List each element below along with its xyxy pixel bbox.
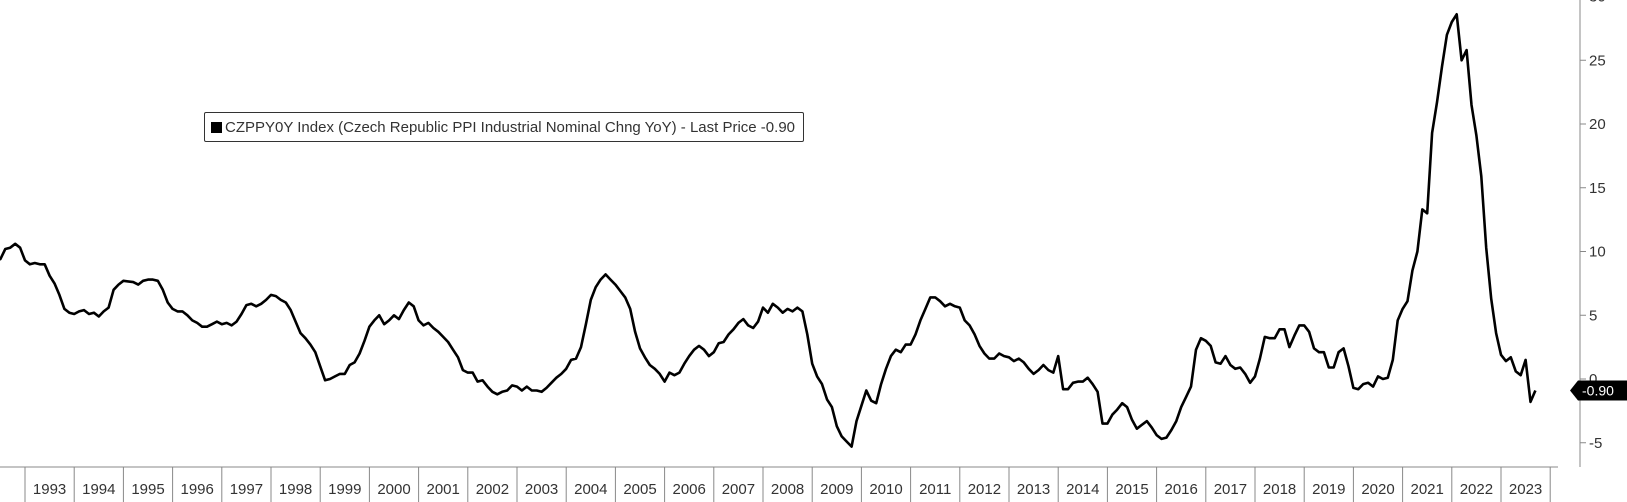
x-tick-label: 1998 (279, 481, 312, 498)
x-tick-label: 1999 (328, 481, 361, 498)
last-price-arrow (1570, 380, 1627, 401)
x-tick-label: 2010 (869, 481, 902, 498)
x-tick-label: 1996 (181, 481, 214, 498)
y-tick-label: 15 (1589, 180, 1606, 197)
x-tick-label: 2002 (476, 481, 509, 498)
y-tick-label: 20 (1589, 116, 1606, 133)
x-tick-label: 2013 (1017, 481, 1050, 498)
last-price-marker: -0.90 (1570, 380, 1627, 401)
y-tick-label: 30 (1589, 0, 1606, 6)
x-tick-label: 1994 (82, 481, 115, 498)
x-tick-label: 2015 (1115, 481, 1148, 498)
x-tick-label: 2014 (1066, 481, 1099, 498)
x-tick-label: 1995 (131, 481, 164, 498)
y-tick-label: 10 (1589, 244, 1606, 261)
x-tick-label: 2005 (623, 481, 656, 498)
legend-swatch (211, 121, 222, 133)
x-tick-label: 2019 (1312, 481, 1345, 498)
x-tick-label: 2021 (1411, 481, 1444, 498)
x-tick-label: 2009 (820, 481, 853, 498)
x-tick-label: 2018 (1263, 481, 1296, 498)
x-tick-label: 1993 (33, 481, 66, 498)
y-tick-label: 25 (1589, 52, 1606, 69)
x-tick-label: 2011 (919, 481, 951, 498)
legend-text: CZPPY0Y Index (Czech Republic PPI Indust… (225, 118, 795, 136)
x-tick-label: 2023 (1509, 481, 1542, 498)
x-tick-label: 2001 (427, 481, 460, 498)
x-tick-label: 2020 (1361, 481, 1394, 498)
x-tick-label: 2017 (1214, 481, 1247, 498)
last-price-label: -0.90 (1582, 382, 1614, 398)
legend: CZPPY0Y Index (Czech Republic PPI Indust… (204, 112, 804, 142)
x-tick-label: 2006 (673, 481, 706, 498)
x-tick-label: 2004 (574, 481, 607, 498)
x-tick-label: 2012 (968, 481, 1001, 498)
x-tick-label: 2003 (525, 481, 558, 498)
x-tick-label: 2007 (722, 481, 755, 498)
y-axis: -5 0 5 10 15 20 25 30 (1579, 0, 1606, 467)
y-tick-label: -5 (1589, 435, 1602, 452)
x-tick-label: 1997 (230, 481, 263, 498)
x-tick-label: 2022 (1460, 481, 1493, 498)
series-line (0, 13, 1537, 448)
y-tick-label: 0 (1589, 371, 1597, 388)
y-tick-label: 5 (1589, 307, 1597, 324)
x-tick-label: 2008 (771, 481, 804, 498)
x-axis: 1993 1994 1995 1996 1997 1998 1999 2000 2001 2002… (0, 466, 1558, 502)
x-tick-label: 2000 (377, 481, 410, 498)
x-tick-label: 2016 (1165, 481, 1198, 498)
